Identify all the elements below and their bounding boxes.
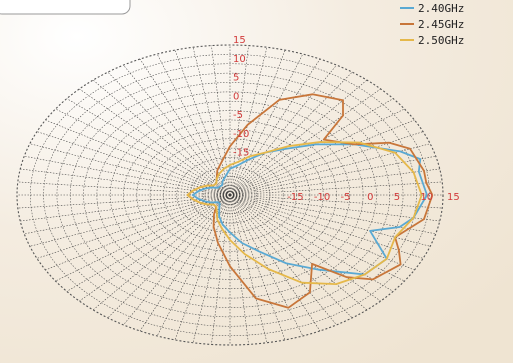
grid-spoke <box>139 194 231 332</box>
grid-spoke <box>24 155 231 196</box>
grid-spoke <box>229 58 321 196</box>
legend-label: 2.45GHz <box>418 18 464 31</box>
top-left-button-frame <box>0 0 131 15</box>
grid-spoke <box>229 131 424 196</box>
grid-spoke <box>156 194 231 337</box>
grid-ring <box>56 72 404 318</box>
grid-spoke <box>229 194 415 271</box>
grid-spoke <box>174 194 231 340</box>
radial-tick-label-horizontal: 15 <box>447 192 460 203</box>
radial-tick-label-horizontal: 10 <box>420 192 433 203</box>
grid-spoke <box>107 71 231 196</box>
grid-spoke <box>139 58 231 196</box>
polar-grid <box>16 44 444 346</box>
radial-tick-label-vertical: -5 <box>233 110 243 121</box>
grid-spoke <box>229 194 353 319</box>
grid-spoke <box>107 194 231 319</box>
grid-spoke <box>229 64 337 196</box>
radial-tick-label-vertical: 10 <box>233 54 246 65</box>
series-line-2.40GHz <box>191 143 428 276</box>
legend-label: 2.40GHz <box>418 2 464 15</box>
grid-spoke <box>229 50 286 196</box>
grid-spoke <box>229 194 286 340</box>
grid-spoke <box>192 194 231 343</box>
grid-spoke <box>229 71 353 196</box>
grid-spoke <box>29 143 231 196</box>
radial-tick-label-horizontal: -5 <box>341 192 351 203</box>
grid-spoke <box>229 194 443 209</box>
grid-spoke <box>229 88 381 196</box>
grid-ring <box>203 175 257 215</box>
radial-tick-label-horizontal: 5 <box>394 192 400 203</box>
radial-tick-label-vertical: -10 <box>233 129 249 140</box>
grid-spoke <box>45 194 231 271</box>
grid-spoke <box>156 53 231 196</box>
grid-spoke <box>229 181 443 196</box>
grid-spoke <box>79 194 231 302</box>
grid-spoke <box>229 194 436 235</box>
legend-label: 2.50GHz <box>418 34 464 47</box>
grid-spoke <box>229 194 249 345</box>
grid-spoke <box>36 131 231 196</box>
grid-spoke <box>192 47 231 196</box>
grid-ring <box>16 44 444 346</box>
radial-tick-labels: 15 15 10 10 5 5 0 0 -5 -5 -10 -10 -15 -15 <box>233 35 460 203</box>
grid-spoke <box>123 194 231 326</box>
grid-ring <box>149 138 311 252</box>
grid-spoke <box>229 194 268 343</box>
grid-spoke <box>229 143 431 196</box>
grid-spoke <box>55 108 231 196</box>
radial-tick-label-vertical: 5 <box>233 73 239 84</box>
grid-spoke <box>229 194 337 326</box>
radial-tick-label-horizontal: -10 <box>314 192 330 203</box>
grid-spoke <box>229 53 304 196</box>
radial-tick-label-vertical: -15 <box>233 148 249 159</box>
grid-spoke <box>20 168 231 196</box>
grid-spoke <box>211 45 231 196</box>
grid-spoke <box>229 194 381 302</box>
grid-spoke <box>229 119 415 196</box>
legend: 2.40GHz 2.45GHz 2.50GHz <box>400 2 464 47</box>
grid-spoke <box>211 194 231 345</box>
series-line-2.50GHz <box>186 141 423 286</box>
radial-tick-label-horizontal: 0 <box>367 192 373 203</box>
grid-ring <box>30 54 430 336</box>
grid-spoke <box>229 108 405 196</box>
grid-spoke <box>229 194 304 337</box>
grid-spoke <box>45 119 231 196</box>
grid-spoke <box>229 45 249 196</box>
grid-spoke <box>229 47 268 196</box>
grid-spoke <box>17 194 231 209</box>
grid-spoke <box>229 194 440 222</box>
grid-spoke <box>36 194 231 259</box>
radial-tick-label-vertical: 0 <box>233 91 239 102</box>
grid-spoke <box>79 88 231 196</box>
grid-spoke <box>29 194 231 247</box>
grid-spoke <box>20 194 231 222</box>
grid-spoke <box>55 194 231 282</box>
grid-ring <box>176 157 284 233</box>
grid-spoke <box>229 168 440 196</box>
grid-spoke <box>17 181 231 196</box>
grid-spoke <box>229 194 431 247</box>
grid-spoke <box>123 64 231 196</box>
series-group <box>186 93 434 309</box>
grid-spoke <box>24 194 231 235</box>
grid-spoke <box>229 155 436 196</box>
grid-spoke <box>174 50 231 196</box>
radial-tick-label-horizontal: -15 <box>287 192 303 203</box>
grid-spoke <box>229 194 321 332</box>
radial-tick-label-vertical: 15 <box>233 35 246 46</box>
